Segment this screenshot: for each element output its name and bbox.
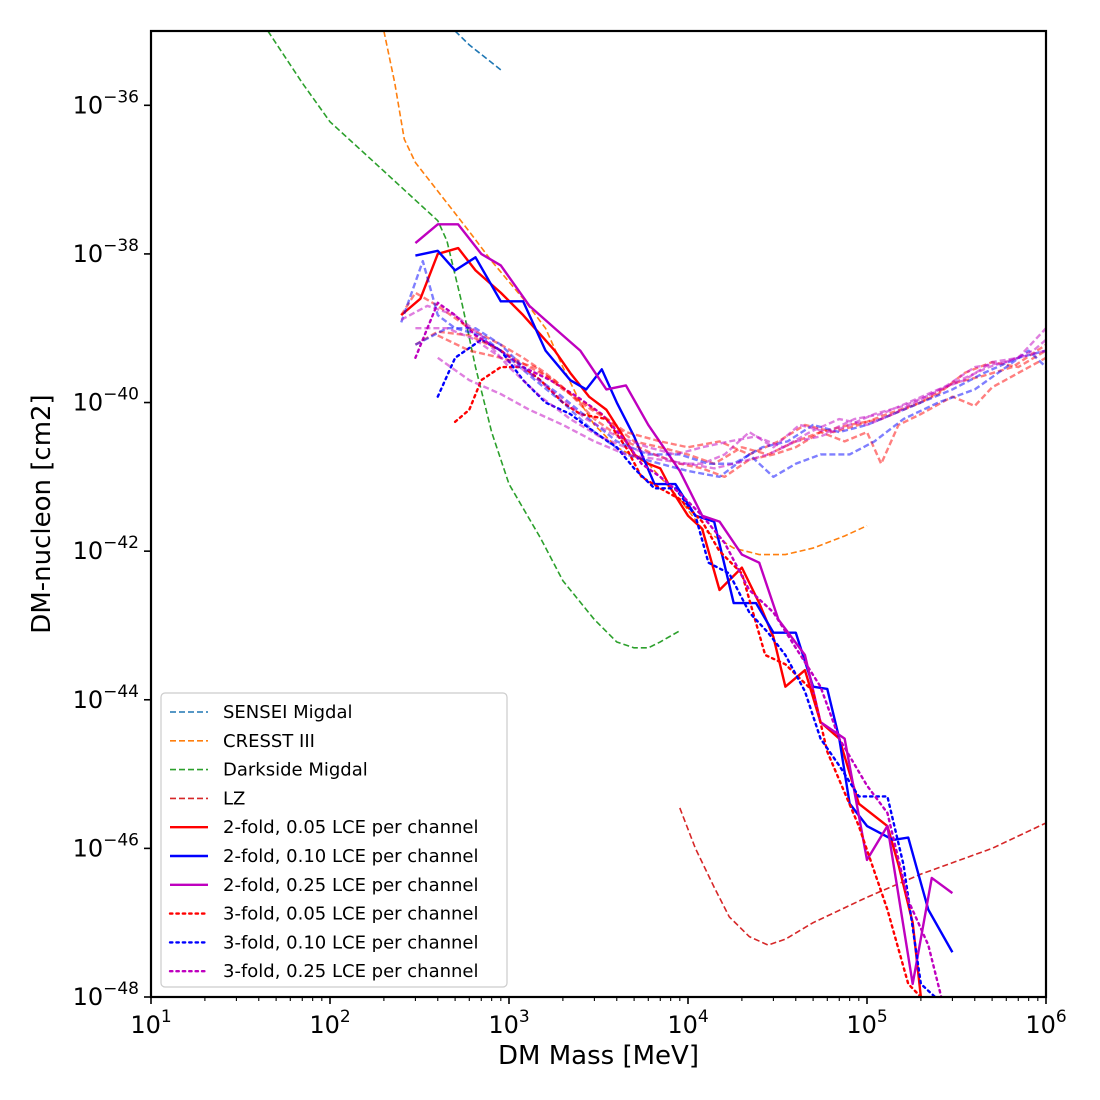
y-tick-label-2: 10−38: [73, 236, 139, 268]
legend-label-2: CRESST III: [223, 731, 315, 752]
x-axis-label: DM Mass [MeV]: [498, 1041, 699, 1071]
series-line-15: [414, 327, 1046, 465]
x-tick-label-5: 105: [846, 1007, 887, 1039]
legend-label-7: 2-fold, 0.25 LCE per channel: [223, 875, 479, 896]
y-axis-label: DM-nucleon [cm2]: [27, 394, 57, 633]
plot-frame: [149, 29, 1048, 999]
legend-box: [160, 692, 508, 988]
y-tick-label-7: 10−48: [73, 979, 139, 1011]
legend-label-1: SENSEI Migdal: [223, 702, 353, 723]
legend: SENSEI Migdal CRESST III Darkside Migdal LZ…: [160, 692, 508, 988]
series-line-17: [415, 327, 1046, 456]
series-line-18: [437, 349, 1046, 470]
legend-label-9: 3-fold, 0.10 LCE per channel: [223, 932, 479, 953]
x-tick-label-3: 103: [488, 1007, 529, 1039]
series-line-10: [414, 301, 943, 997]
series-line-9: [436, 338, 937, 997]
series-line-3: [267, 31, 681, 649]
legend-label-5: 2-fold, 0.05 LCE per channel: [223, 817, 479, 838]
legend-label-6: 2-fold, 0.10 LCE per channel: [223, 846, 479, 867]
axis-layer: 101 102 103 104 105 106 10−36 10−38 10−40 10−42 10…: [73, 87, 1067, 1039]
x-tick-label-1: 101: [130, 1007, 171, 1039]
legend-label-8: 3-fold, 0.05 LCE per channel: [223, 904, 479, 925]
series-line-1: [454, 31, 502, 71]
series-layer: [267, 31, 1046, 997]
series-line-11: [400, 291, 1046, 479]
y-tick-label-1: 10−36: [73, 87, 139, 119]
y-tick-label-4: 10−42: [73, 533, 139, 565]
legend-label-10: 3-fold, 0.25 LCE per channel: [223, 961, 479, 982]
x-tick-label-6: 106: [1025, 1007, 1066, 1039]
y-tick-label-6: 10−46: [73, 830, 139, 862]
y-tick-label-3: 10−40: [73, 385, 139, 417]
series-line-14: [400, 259, 1046, 479]
y-tick-label-5: 10−44: [73, 682, 139, 714]
legend-label-4: LZ: [223, 788, 245, 809]
x-tick-label-4: 104: [667, 1007, 708, 1039]
x-tick-label-2: 102: [309, 1007, 350, 1039]
series-line-2: [383, 31, 868, 556]
legend-label-3: Darkside Migdal: [223, 760, 368, 781]
